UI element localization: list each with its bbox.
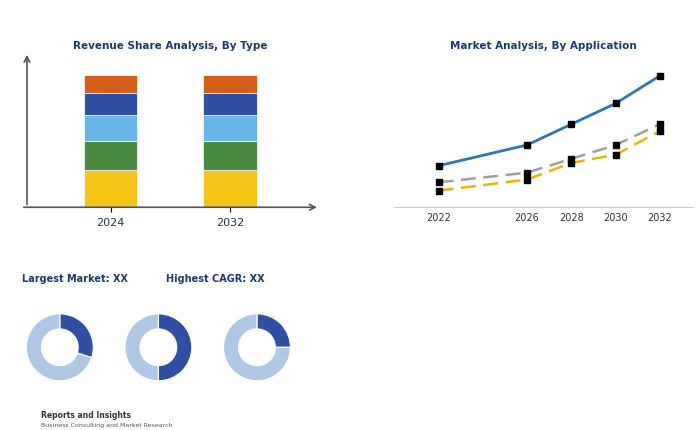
Bar [84, 171, 137, 208]
Title: Revenue Share Analysis, By Type: Revenue Share Analysis, By Type [73, 41, 267, 51]
Bar [203, 115, 257, 142]
Title: Market Analysis, By Application: Market Analysis, By Application [450, 41, 637, 51]
Text: GLOBAL AGRICULTURE EQUIPMENT MARKET SEGMENT ANALYSIS: GLOBAL AGRICULTURE EQUIPMENT MARKET SEGM… [76, 18, 624, 33]
Bar [84, 115, 137, 142]
Bar [203, 142, 257, 171]
Text: Business Consulting and Market Research: Business Consulting and Market Research [41, 421, 172, 427]
Text: Highest CAGR: XX: Highest CAGR: XX [166, 273, 265, 283]
Text: RI: RI [15, 415, 23, 421]
Text: Reports and Insights: Reports and Insights [41, 410, 131, 419]
Bar [84, 76, 137, 94]
Bar [84, 142, 137, 171]
Bar [203, 171, 257, 208]
Bar [84, 94, 137, 115]
Bar [203, 94, 257, 115]
Text: Largest Market: XX: Largest Market: XX [22, 273, 128, 283]
Bar [203, 76, 257, 94]
